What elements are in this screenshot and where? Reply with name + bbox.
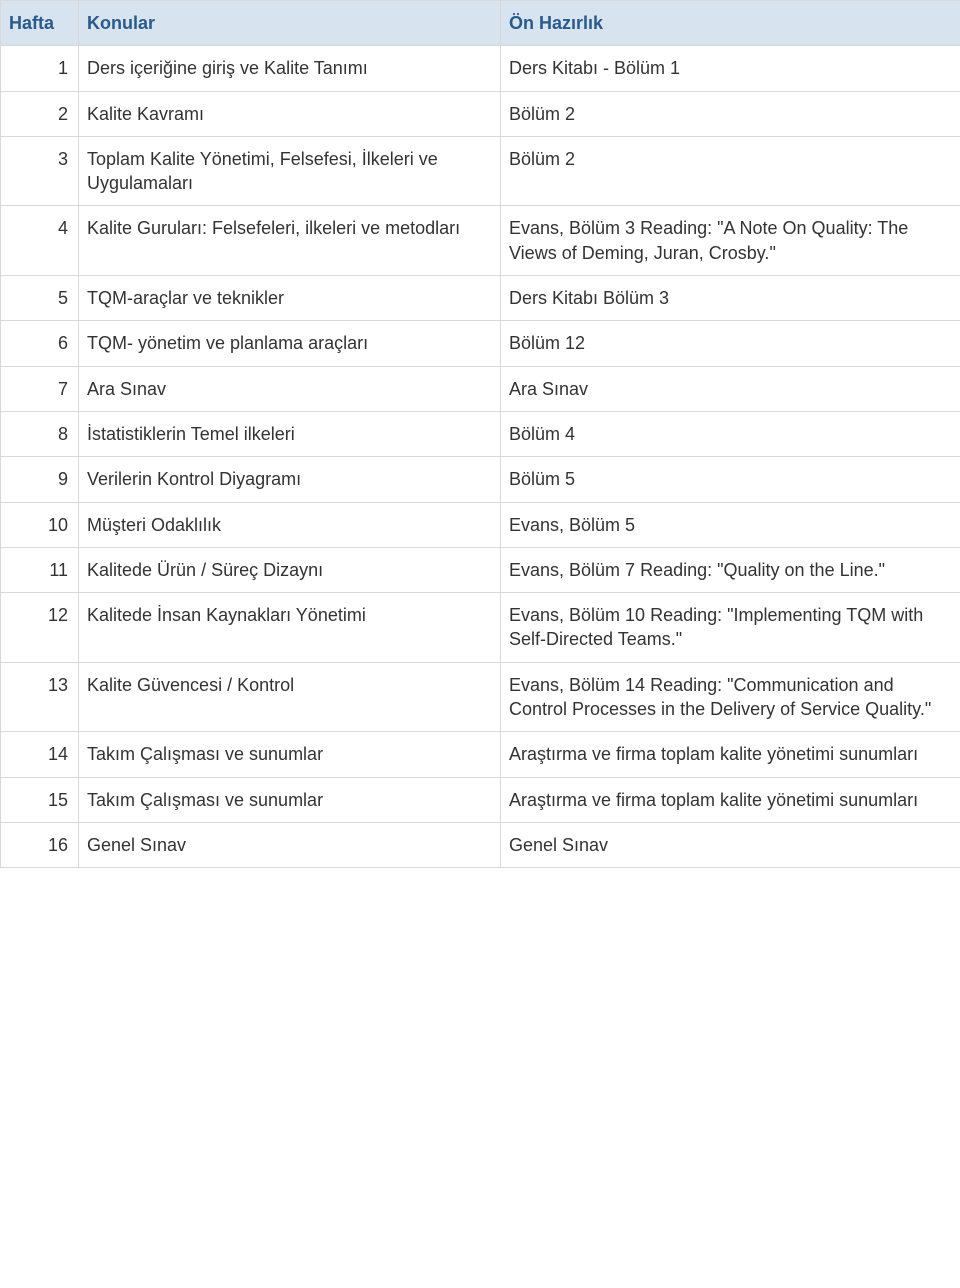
header-prep: Ön Hazırlık	[501, 1, 960, 46]
cell-week: 5	[1, 276, 79, 321]
cell-prep: Evans, Bölüm 3 Reading: "A Note On Quali…	[501, 206, 960, 276]
cell-topic: İstatistiklerin Temel ilkeleri	[79, 411, 501, 456]
cell-prep: Genel Sınav	[501, 822, 960, 867]
cell-prep: Bölüm 4	[501, 411, 960, 456]
cell-week: 4	[1, 206, 79, 276]
table-row: 12 Kalitede İnsan Kaynakları Yönetimi Ev…	[1, 593, 960, 663]
header-week: Hafta	[1, 1, 79, 46]
course-schedule-table: Hafta Konular Ön Hazırlık 1 Ders içeriği…	[0, 0, 960, 868]
cell-topic: Ders içeriğine giriş ve Kalite Tanımı	[79, 46, 501, 91]
cell-prep: Araştırma ve firma toplam kalite yönetim…	[501, 777, 960, 822]
cell-week: 8	[1, 411, 79, 456]
cell-topic: Verilerin Kontrol Diyagramı	[79, 457, 501, 502]
cell-topic: Kalite Guruları: Felsefeleri, ilkeleri v…	[79, 206, 501, 276]
table-row: 6 TQM- yönetim ve planlama araçları Bölü…	[1, 321, 960, 366]
cell-prep: Araştırma ve firma toplam kalite yönetim…	[501, 732, 960, 777]
cell-week: 12	[1, 593, 79, 663]
table-row: 9 Verilerin Kontrol Diyagramı Bölüm 5	[1, 457, 960, 502]
cell-prep: Evans, Bölüm 5	[501, 502, 960, 547]
cell-topic: TQM-araçlar ve teknikler	[79, 276, 501, 321]
table-row: 16 Genel Sınav Genel Sınav	[1, 822, 960, 867]
cell-week: 3	[1, 136, 79, 206]
table-row: 5 TQM-araçlar ve teknikler Ders Kitabı B…	[1, 276, 960, 321]
cell-week: 1	[1, 46, 79, 91]
cell-week: 6	[1, 321, 79, 366]
table-row: 3 Toplam Kalite Yönetimi, Felsefesi, İlk…	[1, 136, 960, 206]
table-row: 7 Ara Sınav Ara Sınav	[1, 366, 960, 411]
table-row: 15 Takım Çalışması ve sunumlar Araştırma…	[1, 777, 960, 822]
cell-week: 14	[1, 732, 79, 777]
cell-week: 15	[1, 777, 79, 822]
cell-topic: Kalitede İnsan Kaynakları Yönetimi	[79, 593, 501, 663]
cell-topic: Takım Çalışması ve sunumlar	[79, 777, 501, 822]
table-row: 2 Kalite Kavramı Bölüm 2	[1, 91, 960, 136]
cell-topic: Ara Sınav	[79, 366, 501, 411]
table-header-row: Hafta Konular Ön Hazırlık	[1, 1, 960, 46]
cell-week: 11	[1, 547, 79, 592]
cell-prep: Ders Kitabı - Bölüm 1	[501, 46, 960, 91]
header-topic: Konular	[79, 1, 501, 46]
cell-prep: Evans, Bölüm 7 Reading: "Quality on the …	[501, 547, 960, 592]
table-row: 1 Ders içeriğine giriş ve Kalite Tanımı …	[1, 46, 960, 91]
cell-prep: Evans, Bölüm 10 Reading: "Implementing T…	[501, 593, 960, 663]
cell-week: 9	[1, 457, 79, 502]
cell-topic: Toplam Kalite Yönetimi, Felsefesi, İlkel…	[79, 136, 501, 206]
cell-prep: Ders Kitabı Bölüm 3	[501, 276, 960, 321]
table-body: 1 Ders içeriğine giriş ve Kalite Tanımı …	[1, 46, 960, 868]
cell-week: 2	[1, 91, 79, 136]
table-row: 4 Kalite Guruları: Felsefeleri, ilkeleri…	[1, 206, 960, 276]
cell-topic: Kalite Kavramı	[79, 91, 501, 136]
cell-prep: Bölüm 5	[501, 457, 960, 502]
cell-week: 16	[1, 822, 79, 867]
cell-week: 10	[1, 502, 79, 547]
cell-prep: Bölüm 2	[501, 91, 960, 136]
cell-prep: Ara Sınav	[501, 366, 960, 411]
cell-topic: Kalite Güvencesi / Kontrol	[79, 662, 501, 732]
cell-topic: Takım Çalışması ve sunumlar	[79, 732, 501, 777]
table-row: 14 Takım Çalışması ve sunumlar Araştırma…	[1, 732, 960, 777]
cell-topic: Müşteri Odaklılık	[79, 502, 501, 547]
cell-prep: Bölüm 12	[501, 321, 960, 366]
cell-topic: Kalitede Ürün / Süreç Dizaynı	[79, 547, 501, 592]
table-row: 8 İstatistiklerin Temel ilkeleri Bölüm 4	[1, 411, 960, 456]
table-row: 11 Kalitede Ürün / Süreç Dizaynı Evans, …	[1, 547, 960, 592]
cell-week: 13	[1, 662, 79, 732]
table-row: 10 Müşteri Odaklılık Evans, Bölüm 5	[1, 502, 960, 547]
table-row: 13 Kalite Güvencesi / Kontrol Evans, Böl…	[1, 662, 960, 732]
cell-prep: Bölüm 2	[501, 136, 960, 206]
cell-topic: TQM- yönetim ve planlama araçları	[79, 321, 501, 366]
cell-prep: Evans, Bölüm 14 Reading: "Communication …	[501, 662, 960, 732]
cell-topic: Genel Sınav	[79, 822, 501, 867]
cell-week: 7	[1, 366, 79, 411]
